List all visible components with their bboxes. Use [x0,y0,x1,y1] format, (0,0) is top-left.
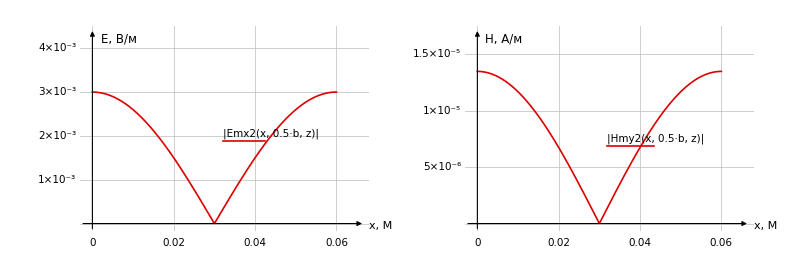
Text: x, М: x, М [369,221,392,231]
Text: 0.02: 0.02 [547,238,570,248]
Text: x, М: x, М [754,221,777,231]
Text: 1×10⁻⁵: 1×10⁻⁵ [423,106,461,116]
Text: H, А/м: H, А/м [485,32,523,45]
Text: 0.06: 0.06 [325,238,348,248]
Text: 0.02: 0.02 [162,238,185,248]
Text: 0: 0 [474,238,480,248]
Text: |Hmy2(x, 0.5·b, z)|: |Hmy2(x, 0.5·b, z)| [607,134,705,144]
Text: E, В/м: E, В/м [100,32,136,45]
Text: 1×10⁻³: 1×10⁻³ [38,175,76,185]
Text: 0: 0 [89,238,95,248]
Text: 1.5×10⁻⁵: 1.5×10⁻⁵ [413,49,461,59]
Text: 0.04: 0.04 [244,238,266,248]
Text: 3×10⁻³: 3×10⁻³ [38,87,76,97]
Text: 0.06: 0.06 [710,238,733,248]
Text: 2×10⁻³: 2×10⁻³ [38,131,76,141]
Text: |Emx2(x, 0.5·b, z)|: |Emx2(x, 0.5·b, z)| [222,128,318,139]
Text: 4×10⁻³: 4×10⁻³ [38,43,76,53]
Text: 0.04: 0.04 [629,238,651,248]
Text: 5×10⁻⁶: 5×10⁻⁶ [423,162,461,172]
